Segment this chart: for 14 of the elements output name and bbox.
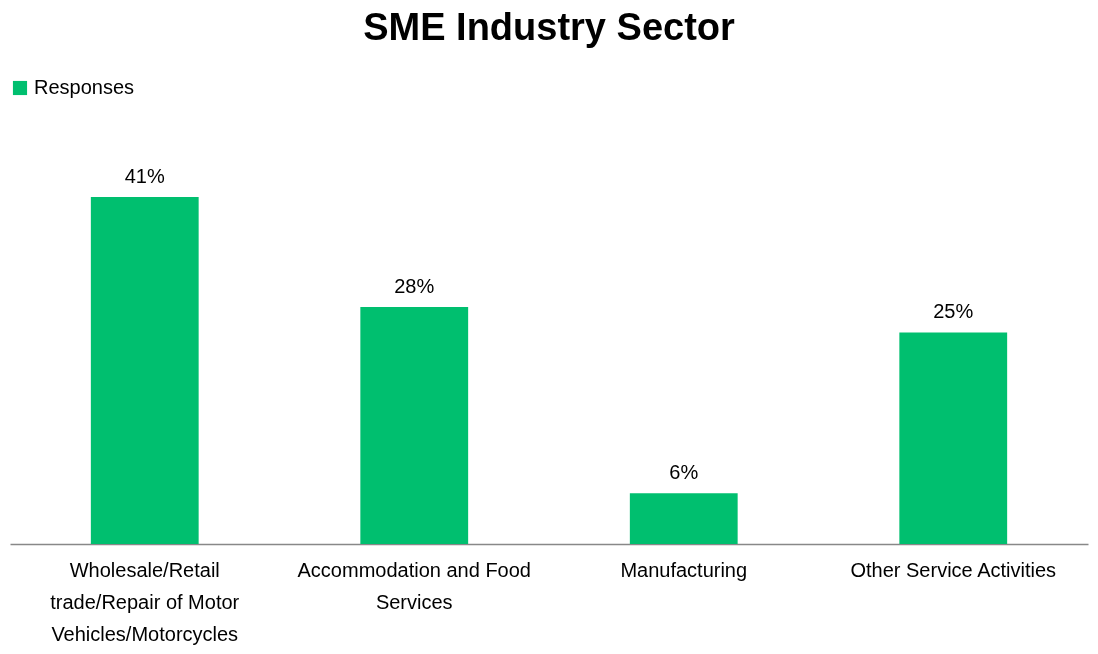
data-label: 6% bbox=[669, 461, 699, 484]
chart-title: SME Industry Sector bbox=[363, 6, 736, 48]
data-label: 25% bbox=[933, 300, 974, 323]
x-tick-label: Accommodation and Food Services bbox=[297, 558, 531, 613]
bar bbox=[629, 493, 738, 544]
bar bbox=[899, 332, 1008, 544]
data-label: 28% bbox=[394, 275, 435, 298]
x-tick-label: Manufacturing bbox=[620, 558, 748, 581]
x-tick-label: Other Service Activities bbox=[850, 558, 1057, 581]
x-tick-label: Wholesale/Retail trade/Repair of Motor Vehicles/Motorcycles bbox=[50, 558, 240, 645]
bar bbox=[360, 307, 469, 544]
legend-label: Responses bbox=[34, 76, 135, 98]
data-label: 41% bbox=[124, 164, 165, 187]
bar bbox=[90, 196, 199, 544]
